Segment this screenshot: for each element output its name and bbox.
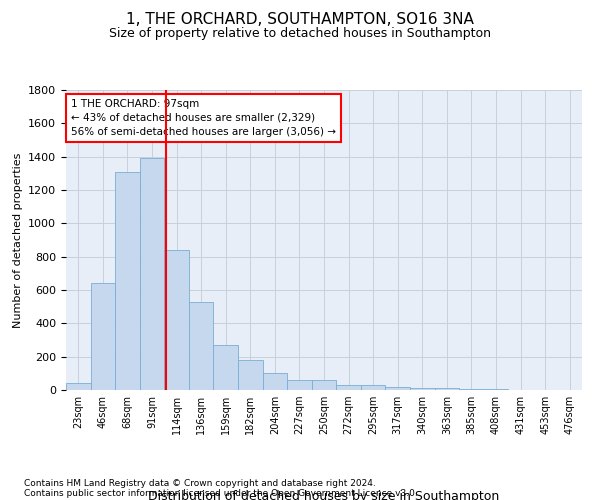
Text: Contains HM Land Registry data © Crown copyright and database right 2024.: Contains HM Land Registry data © Crown c… — [24, 478, 376, 488]
Bar — [287, 380, 312, 390]
Bar — [459, 389, 484, 390]
Bar — [238, 360, 263, 390]
Text: Size of property relative to detached houses in Southampton: Size of property relative to detached ho… — [109, 28, 491, 40]
Text: Contains public sector information licensed under the Open Government Licence v3: Contains public sector information licen… — [24, 488, 418, 498]
X-axis label: Distribution of detached houses by size in Southampton: Distribution of detached houses by size … — [148, 490, 500, 500]
Y-axis label: Number of detached properties: Number of detached properties — [13, 152, 23, 328]
Text: 1, THE ORCHARD, SOUTHAMPTON, SO16 3NA: 1, THE ORCHARD, SOUTHAMPTON, SO16 3NA — [126, 12, 474, 28]
Bar — [140, 158, 164, 390]
Bar — [336, 385, 361, 390]
Bar — [66, 384, 91, 390]
Bar — [410, 388, 434, 390]
Bar — [214, 345, 238, 390]
Text: 1 THE ORCHARD: 97sqm
← 43% of detached houses are smaller (2,329)
56% of semi-de: 1 THE ORCHARD: 97sqm ← 43% of detached h… — [71, 99, 336, 137]
Bar — [434, 388, 459, 390]
Bar — [115, 172, 140, 390]
Bar — [189, 302, 214, 390]
Bar — [385, 386, 410, 390]
Bar — [484, 389, 508, 390]
Bar — [263, 374, 287, 390]
Bar — [91, 284, 115, 390]
Bar — [164, 250, 189, 390]
Bar — [312, 380, 336, 390]
Bar — [361, 385, 385, 390]
